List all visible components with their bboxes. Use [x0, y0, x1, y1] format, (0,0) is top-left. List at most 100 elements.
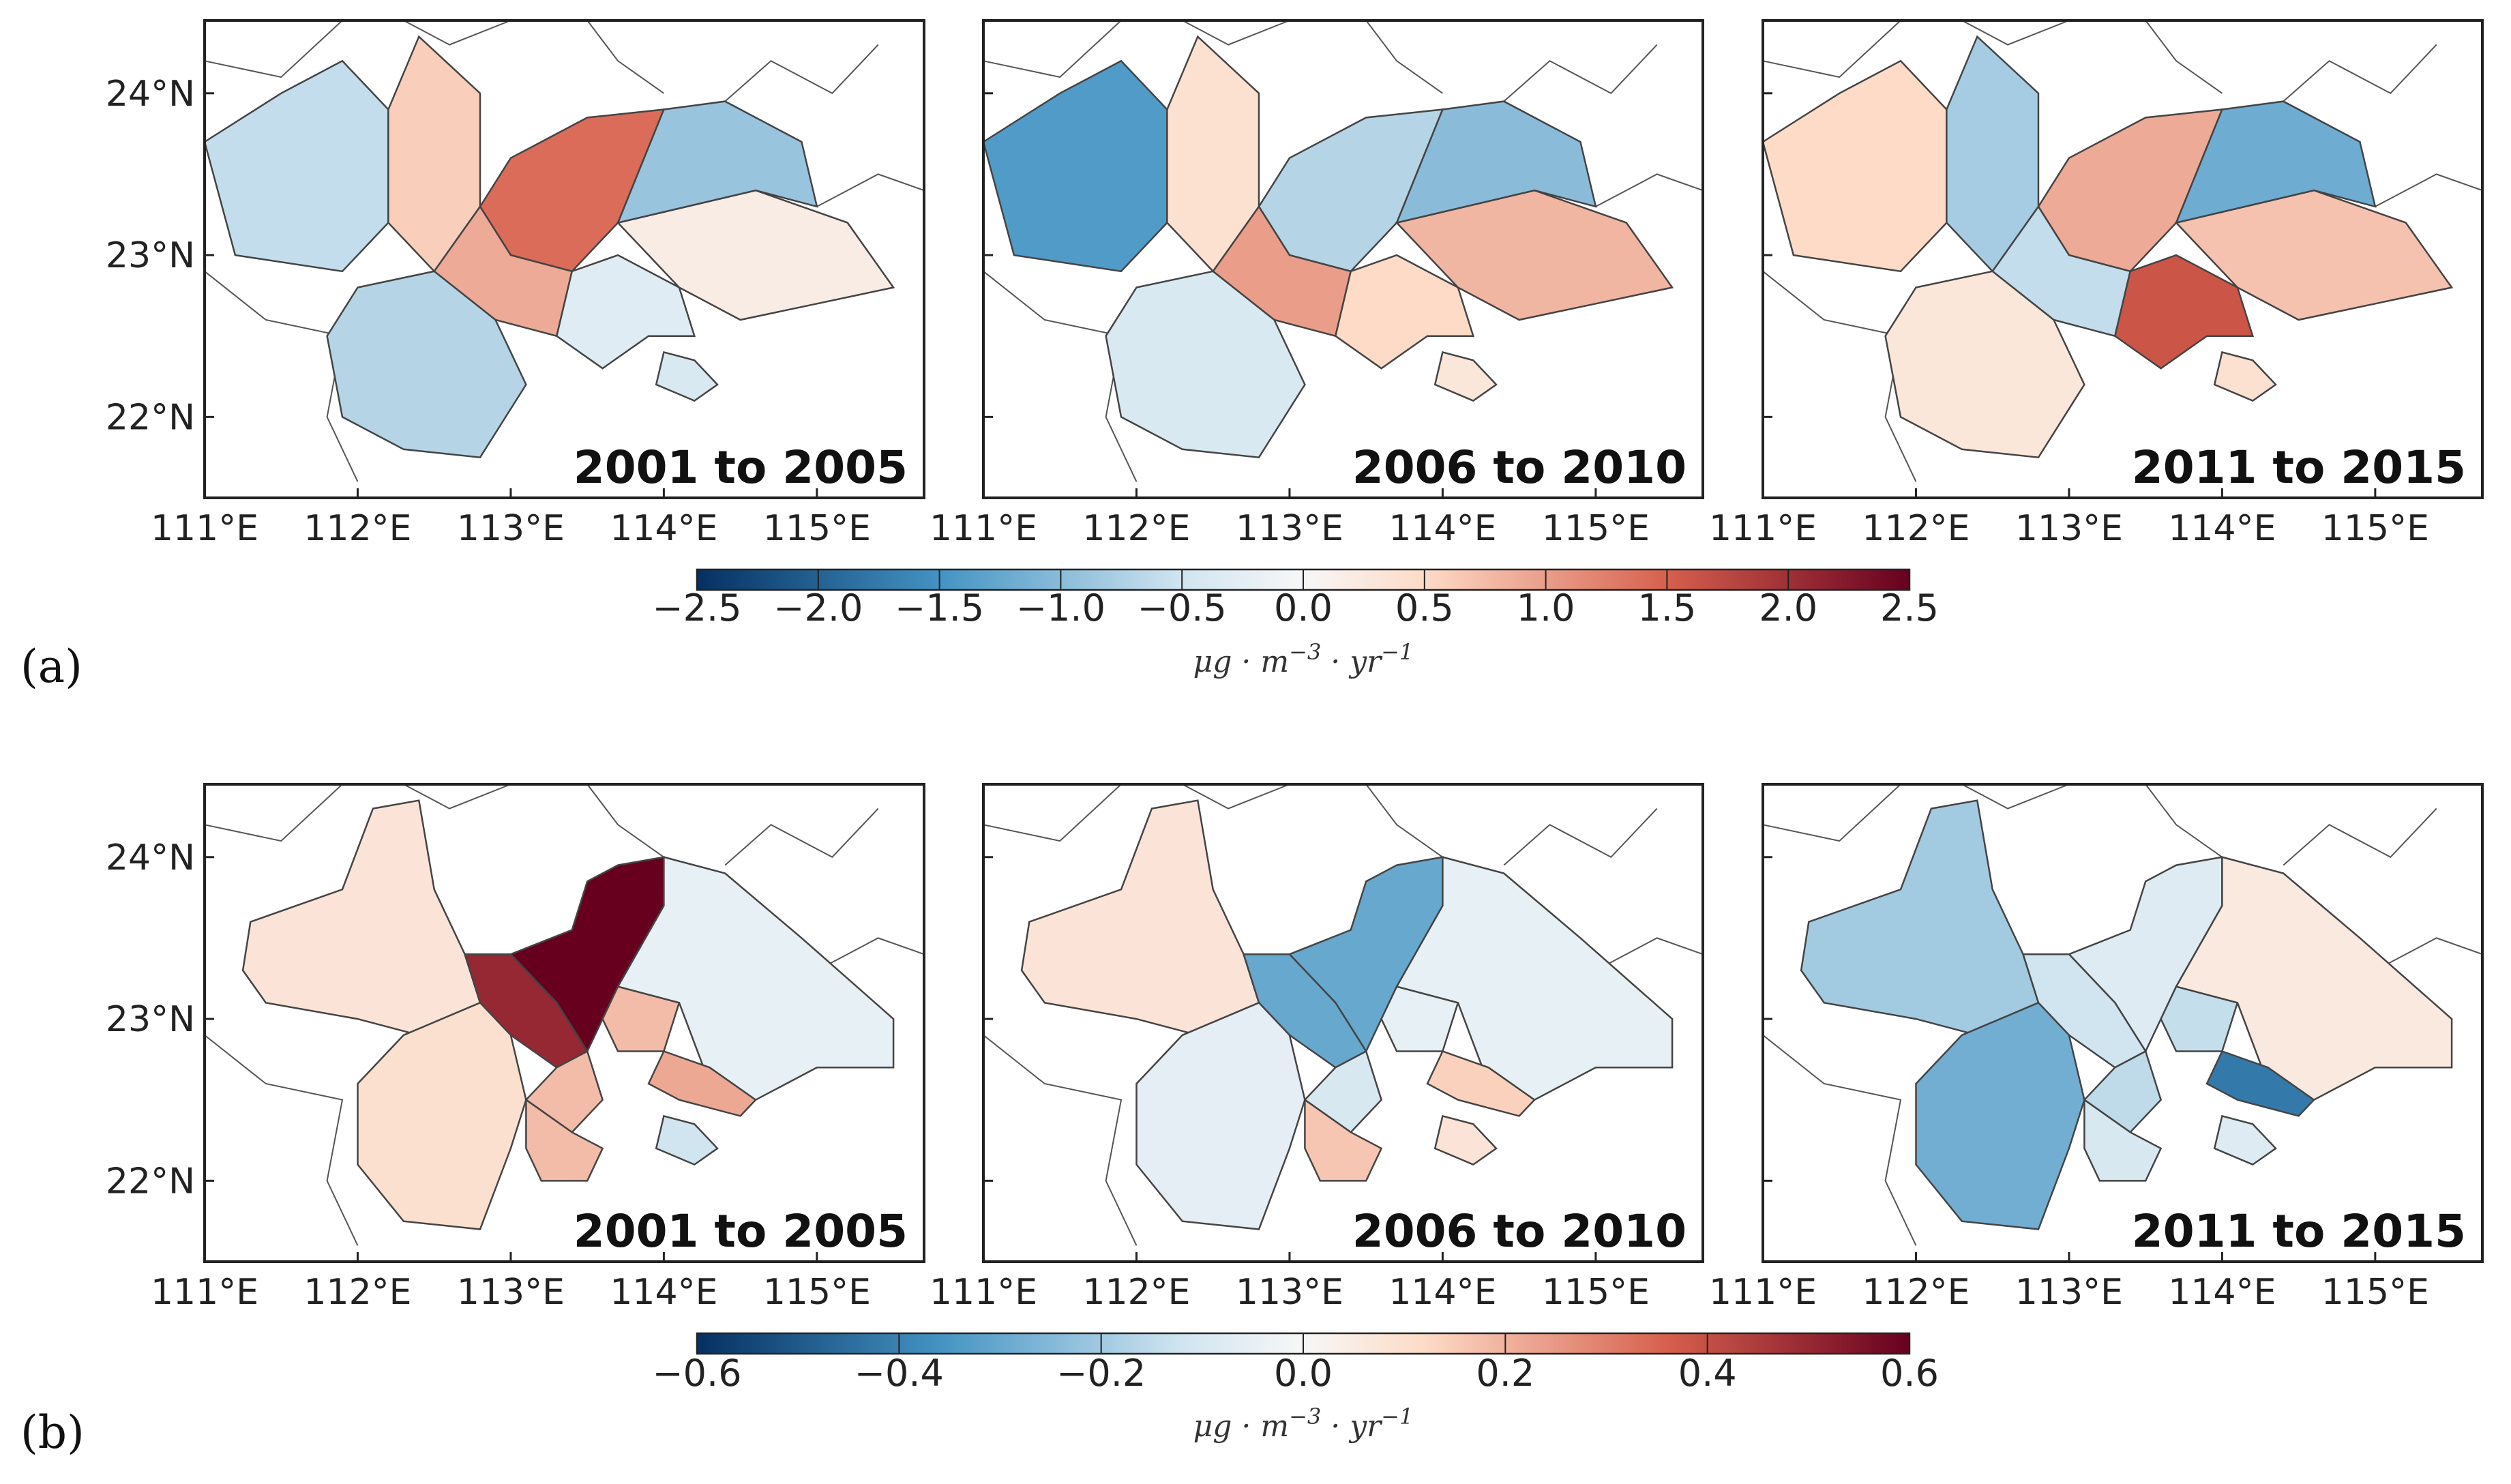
x-tick-label: 113°E — [2015, 508, 2123, 549]
unit-part: · — [1232, 644, 1260, 679]
neighbor-boundary — [1365, 784, 1443, 858]
city-hong-kong — [2213, 1114, 2277, 1166]
region-southwest — [326, 270, 527, 459]
neighbor-boundary — [403, 20, 511, 46]
neighbor-boundary — [816, 173, 925, 207]
x-tick-label: 113°E — [1236, 508, 1343, 549]
map-a-2: 2006 to 2010 111°E 112°E 113°E 114°E 115°E — [930, 19, 1704, 549]
colorbar-tick-label: 2.0 — [1759, 587, 1817, 629]
region-islands — [1433, 351, 1498, 402]
city-huizhou — [1395, 856, 1674, 1101]
y-tick-label: 24°N — [106, 74, 195, 115]
x-tick-label: 111°E — [151, 1272, 258, 1313]
unit-part: · — [1321, 644, 1350, 679]
city-jiangmen — [1135, 1001, 1306, 1230]
neighbor-boundary — [1503, 807, 1658, 866]
x-tick-label: 114°E — [2168, 508, 2276, 549]
neighbor-boundary — [2145, 784, 2223, 858]
x-tick-label: 114°E — [1388, 1272, 1496, 1313]
unit-part: −1 — [1381, 1404, 1413, 1429]
neighbor-boundary — [204, 20, 343, 78]
region-northeast — [616, 100, 818, 224]
neighbor-boundary — [2145, 20, 2223, 94]
colorbar-tick-label: −0.4 — [855, 1352, 944, 1395]
x-tick-label: 113°E — [457, 508, 565, 549]
neighbor-boundary — [1961, 20, 2070, 46]
neighbor-boundary — [1503, 44, 1658, 102]
city-foshan — [1242, 953, 1367, 1069]
region-east — [616, 189, 895, 321]
unit-part: −3 — [1289, 639, 1321, 665]
city-dongguan — [1380, 985, 1459, 1052]
neighbor-boundary — [724, 44, 879, 102]
colorbar-tick-label: 2.5 — [1880, 587, 1939, 629]
neighbor-boundary — [983, 1035, 1138, 1246]
colorbar-tick-label: −1.5 — [895, 587, 984, 629]
neighbor-boundary — [2375, 173, 2483, 207]
x-tick-label: 111°E — [151, 508, 258, 549]
colorbar-tick-label: 0.5 — [1395, 587, 1454, 629]
city-zhuhai — [1304, 1098, 1383, 1182]
period-label: 2006 to 2010 — [1352, 441, 1687, 494]
x-tick-label: 111°E — [1709, 508, 1817, 549]
x-tick-label: 112°E — [1082, 508, 1190, 549]
x-tick-label: 112°E — [1862, 508, 1970, 549]
x-tick-label: 111°E — [930, 508, 1037, 549]
city-shenzhen — [647, 1050, 758, 1117]
region-coastal — [1334, 254, 1475, 370]
city-zhuhai — [2083, 1098, 2163, 1182]
neighbor-boundary — [724, 807, 879, 866]
neighbor-boundary — [816, 937, 925, 971]
neighbor-boundary — [204, 784, 343, 842]
neighbor-boundary — [2283, 807, 2437, 866]
x-tick-label: 112°E — [1082, 1272, 1190, 1313]
neighbor-boundary — [1961, 784, 2070, 810]
period-label: 2011 to 2015 — [2132, 441, 2466, 494]
colorbar-unit: μg · m−3 · yr−1 — [1193, 1404, 1414, 1444]
colorbar-tick-label: 0.4 — [1678, 1352, 1737, 1395]
region-northeast — [2175, 100, 2377, 224]
colorbar-unit: μg · m−3 · yr−1 — [1193, 639, 1414, 679]
y-tick-label: 24°N — [106, 837, 195, 878]
region-southwest — [1884, 270, 2085, 459]
x-tick-label: 114°E — [610, 1272, 717, 1313]
city-shenzhen — [2205, 1050, 2316, 1117]
panel-label: (a) — [20, 640, 83, 693]
period-label: 2001 to 2005 — [574, 1205, 908, 1258]
city-huizhou — [616, 856, 895, 1101]
neighbor-boundary — [586, 20, 664, 94]
colorbar-b: −0.6 −0.4 −0.2 0.0 0.2 0.4 0.6 μg · m−3 · yr−1 — [652, 1332, 1939, 1444]
region-islands — [655, 351, 719, 402]
neighbor-boundary — [1595, 173, 1704, 207]
city-zhuhai — [525, 1098, 604, 1182]
unit-part: yr — [1348, 644, 1383, 679]
unit-part: · — [1232, 1409, 1260, 1444]
colorbar-tick-label: 1.5 — [1637, 587, 1696, 629]
colorbar-a: −2.5 −2.0 −1.5 −1.0 −0.5 0.0 0.5 1.0 1.5 2.0 2.5 μg… — [652, 568, 1939, 679]
x-tick-label: 111°E — [930, 1272, 1037, 1313]
colorbar-tick-label: −1.0 — [1016, 587, 1105, 629]
x-tick-label: 113°E — [1236, 1272, 1343, 1313]
region-east — [2174, 189, 2454, 321]
period-label: 2001 to 2005 — [574, 441, 908, 494]
neighbor-boundary — [204, 1035, 359, 1246]
colorbar-tick-label: 0.2 — [1476, 1352, 1534, 1395]
x-tick-label: 112°E — [303, 508, 411, 549]
colorbar-tick-label: −0.2 — [1056, 1352, 1146, 1395]
colorbar-tick-label: 0.0 — [1274, 587, 1333, 629]
region-coastal — [2113, 254, 2255, 370]
colorbar-tick-label: −0.6 — [652, 1352, 741, 1395]
unit-part: μg — [1193, 644, 1232, 679]
x-tick-label: 115°E — [2321, 1272, 2429, 1313]
unit-part: · — [1321, 1409, 1350, 1444]
map-b-1: 2001 to 2005 111°E 112°E 113°E 114°E 115°E — [151, 783, 925, 1313]
city-hong-kong — [1433, 1114, 1498, 1166]
x-tick-label: 113°E — [457, 1272, 565, 1313]
colorbar-tick-label: −2.0 — [773, 587, 863, 629]
city-shenzhen — [1426, 1050, 1536, 1117]
map-a-1: 2001 to 2005 111°E 112°E 113°E 114°E 115°E — [151, 19, 925, 549]
x-tick-label: 114°E — [1388, 508, 1496, 549]
unit-part: m — [1260, 644, 1289, 679]
